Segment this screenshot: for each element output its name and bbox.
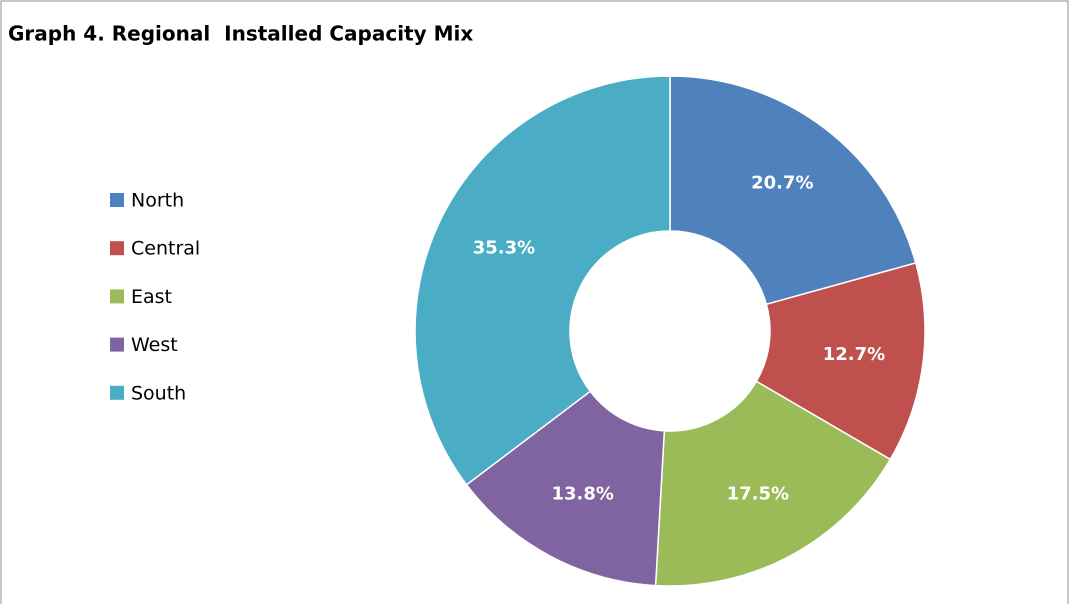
- value-label: 13.8%: [551, 484, 613, 505]
- legend-swatch: [110, 193, 124, 207]
- donut-segment: [755, 262, 926, 461]
- legend-swatch: [110, 337, 124, 352]
- value-label: 20.7%: [751, 172, 813, 193]
- legend-label: East: [131, 286, 172, 308]
- value-label: 12.7%: [823, 344, 885, 365]
- legend-label: West: [131, 334, 178, 356]
- legend-label: Central: [131, 238, 200, 260]
- legend-label: North: [131, 190, 184, 212]
- value-label: 35.3%: [473, 237, 535, 258]
- value-label: 17.5%: [727, 483, 789, 504]
- legend-label: South: [131, 382, 186, 404]
- chart-title: Graph 4. Regional Installed Capacity Mix: [8, 22, 473, 46]
- legend-swatch: [110, 241, 124, 256]
- donut-segment: [465, 390, 666, 587]
- donut-segment: [654, 380, 892, 587]
- donut-segment: [669, 75, 917, 306]
- legend-swatch: [110, 289, 124, 304]
- legend-swatch: [110, 385, 124, 400]
- donut-segment: [414, 75, 671, 486]
